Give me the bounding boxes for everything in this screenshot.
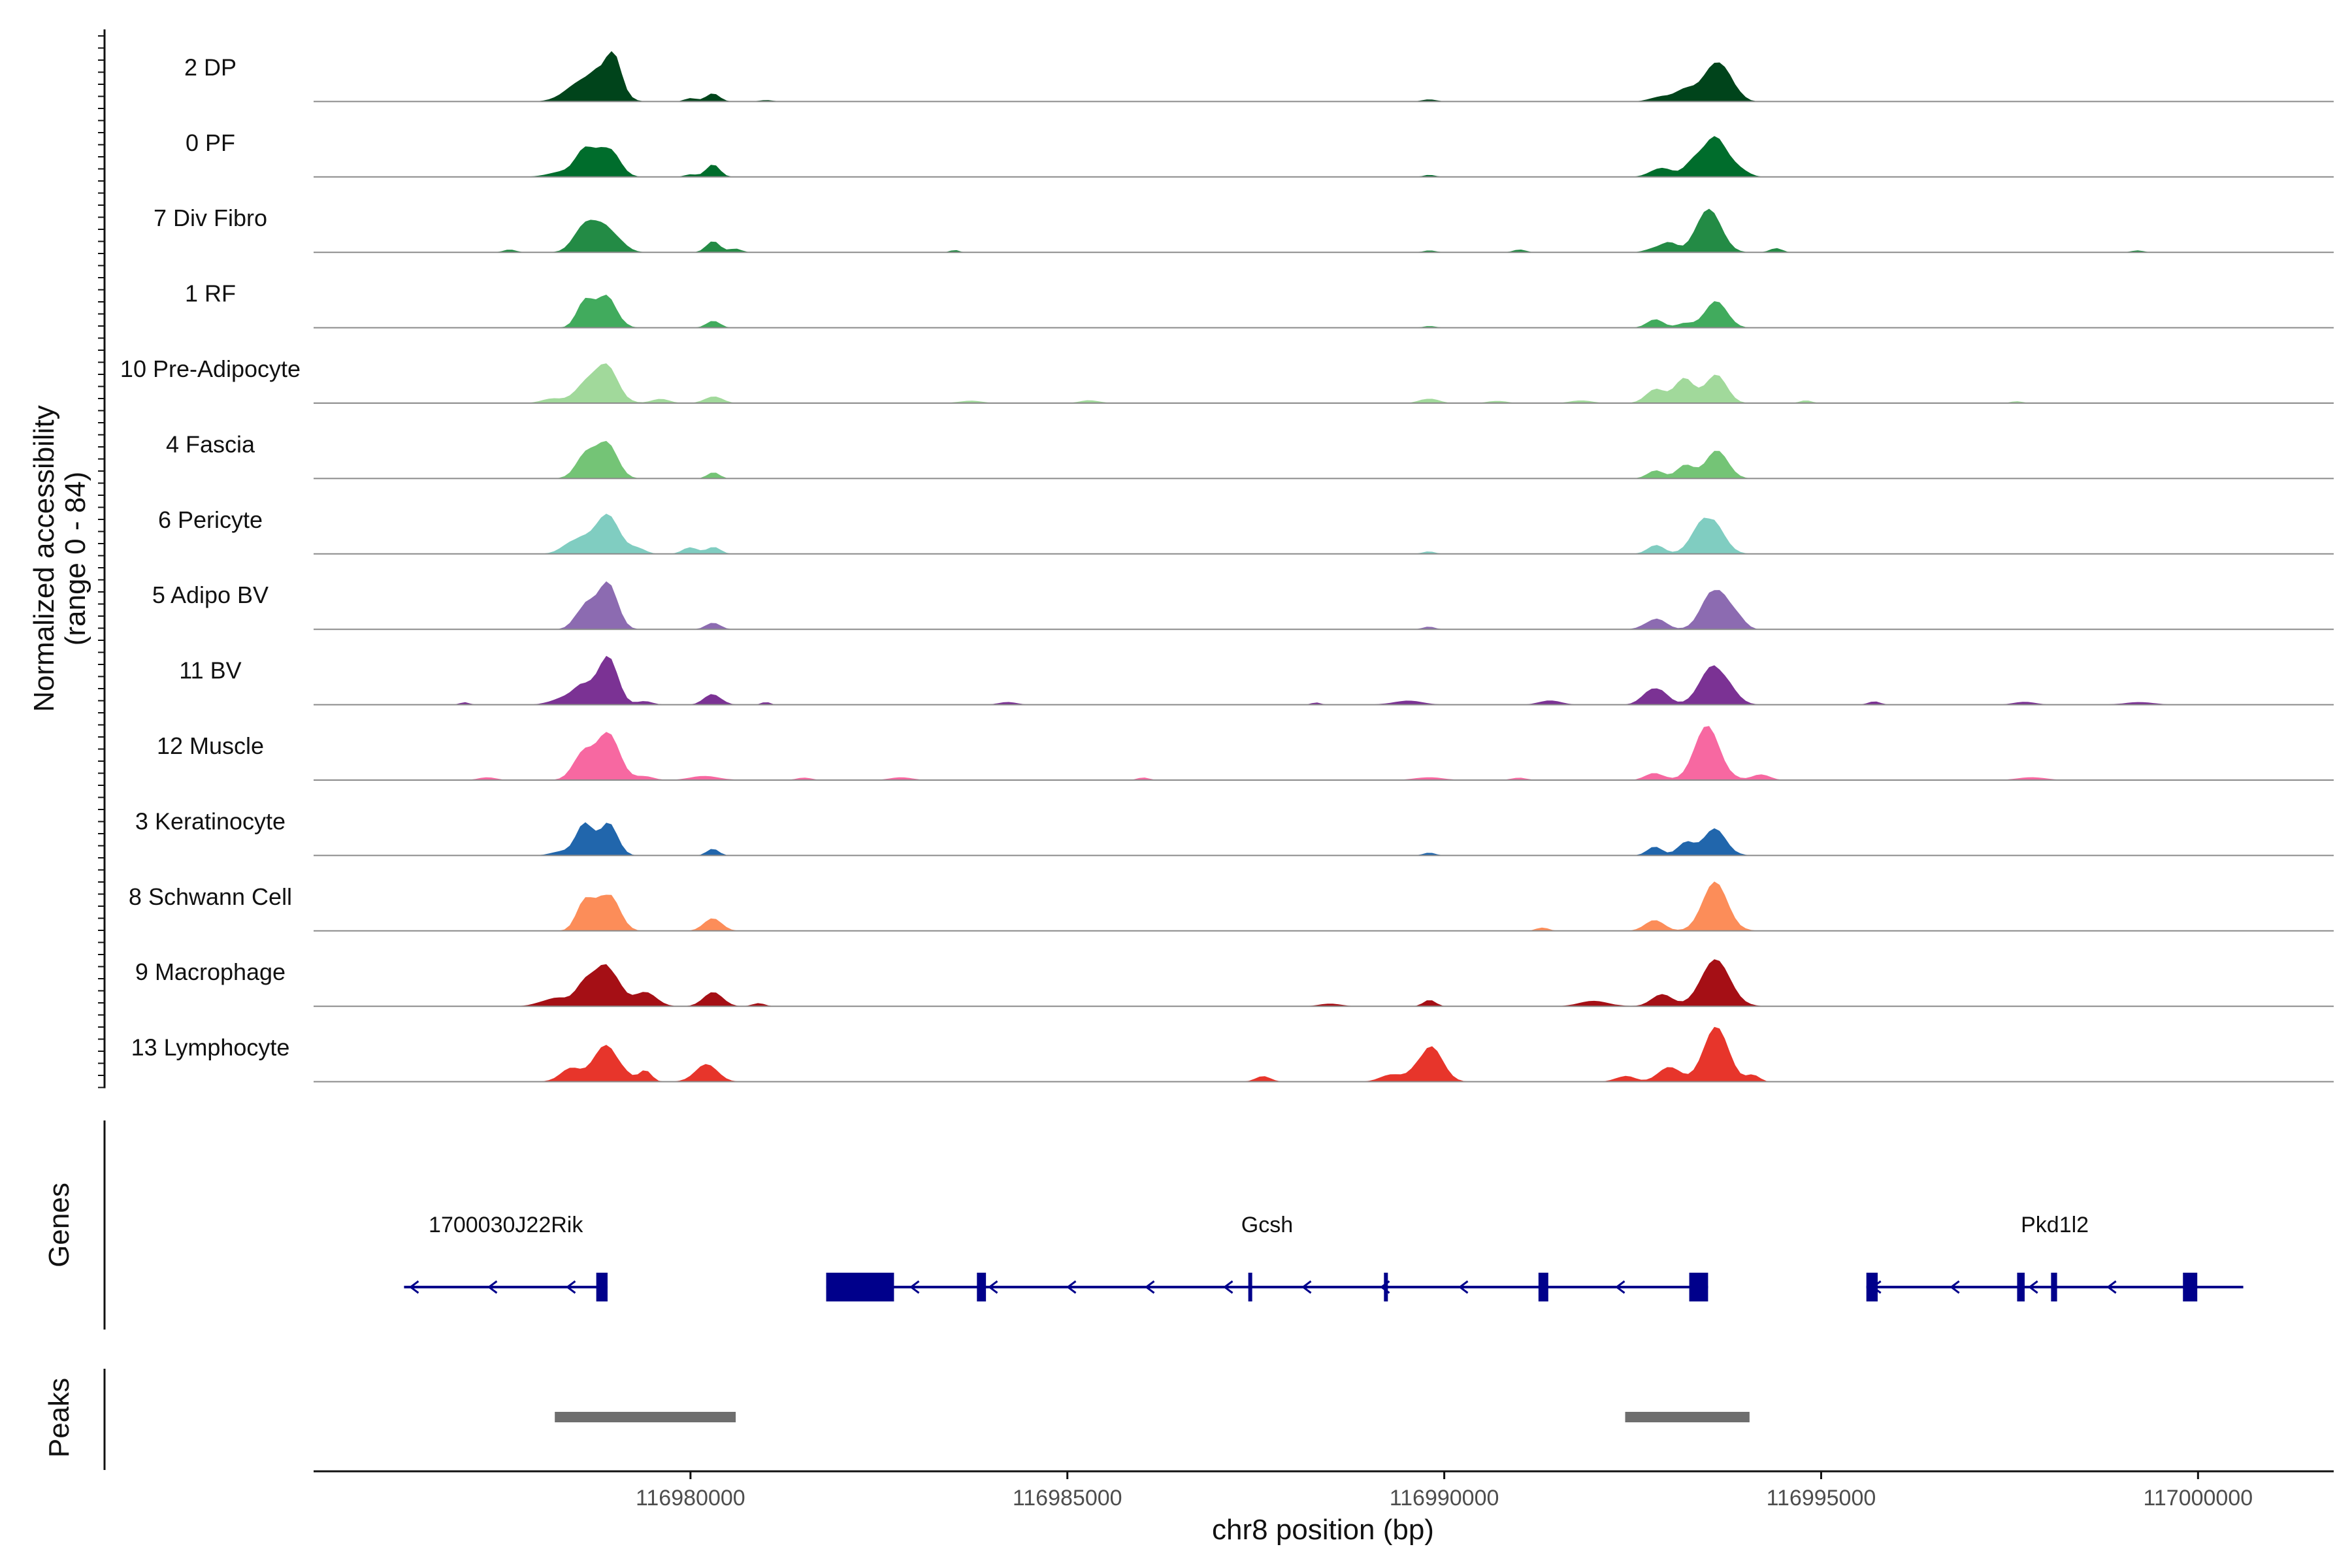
track-0-pf: 0 PF xyxy=(186,129,2334,178)
track-label: 9 Macrophage xyxy=(135,958,286,985)
track-6-pericyte: 6 Pericyte xyxy=(158,506,2334,555)
track-label: 4 Fascia xyxy=(166,431,255,457)
y-axis-title-line1: Normalized accessibility xyxy=(28,405,60,711)
exon xyxy=(977,1273,987,1301)
strand-arrow xyxy=(1301,1280,1312,1294)
strand-arrow xyxy=(487,1280,498,1294)
peaks-track-label: Peaks xyxy=(43,1378,75,1458)
strand-arrow xyxy=(408,1280,419,1294)
track-label: 8 Schwann Cell xyxy=(129,883,292,910)
strand-arrow xyxy=(1223,1280,1233,1294)
exon xyxy=(2017,1273,2025,1301)
track-8-schwann-cell: 8 Schwann Cell xyxy=(129,881,2334,932)
strand-arrow xyxy=(1950,1280,1960,1294)
peak-region xyxy=(555,1412,736,1422)
exon xyxy=(1866,1273,1878,1301)
exon xyxy=(1248,1273,1252,1301)
strand-arrow xyxy=(565,1280,576,1294)
track-label: 11 BV xyxy=(179,657,241,684)
track-label: 0 PF xyxy=(186,129,235,156)
track-label: 13 Lymphocyte xyxy=(131,1034,290,1061)
exon xyxy=(1538,1273,1548,1301)
x-tick-label: 116980000 xyxy=(636,1486,745,1511)
exon xyxy=(2183,1273,2198,1301)
gene-pkd1l2: Pkd1l2 xyxy=(1866,1213,2244,1301)
x-axis-title: chr8 position (bp) xyxy=(1212,1514,1434,1546)
track-3-keratinocyte: 3 Keratinocyte xyxy=(135,808,2334,857)
strand-arrow xyxy=(988,1280,998,1294)
strand-arrow xyxy=(2028,1280,2038,1294)
gene-gcsh: Gcsh xyxy=(826,1213,1708,1301)
x-tick-label: 117000000 xyxy=(2143,1486,2253,1511)
gene-name: Pkd1l2 xyxy=(2021,1213,2089,1237)
x-tick-label: 116995000 xyxy=(1767,1486,1876,1511)
strand-arrow xyxy=(1615,1280,1625,1294)
gene-name: Gcsh xyxy=(1241,1213,1293,1237)
track-2-dp: 2 DP xyxy=(184,51,2334,103)
track-label: 7 Div Fibro xyxy=(154,204,267,231)
track-12-muscle: 12 Muscle xyxy=(157,726,2334,781)
exon xyxy=(596,1273,608,1301)
track-9-macrophage: 9 Macrophage xyxy=(135,958,2334,1007)
track-13-lymphocyte: 13 Lymphocyte xyxy=(131,1026,2334,1083)
track-label: 2 DP xyxy=(184,54,237,80)
track-7-div-fibro: 7 Div Fibro xyxy=(154,204,2334,253)
x-tick-label: 116990000 xyxy=(1390,1486,1499,1511)
track-5-adipo-bv: 5 Adipo BV xyxy=(152,581,2334,630)
track-1-rf: 1 RF xyxy=(185,280,2334,329)
genes-track-label: Genes xyxy=(43,1183,75,1267)
strand-arrow xyxy=(1145,1280,1155,1294)
strand-arrow xyxy=(2106,1280,2117,1294)
coverage-tracks: 2 DP 0 PF 7 Div Fibro 1 RF 10 Pre-Adipocyte 4… xyxy=(120,51,2334,1083)
exon xyxy=(1689,1273,1708,1301)
exon xyxy=(1384,1273,1388,1301)
strand-arrow xyxy=(909,1280,920,1294)
track-10-pre-adipocyte: 10 Pre-Adipocyte xyxy=(120,355,2334,404)
track-11-bv: 11 BV xyxy=(179,655,2334,706)
track-label: 12 Muscle xyxy=(157,732,264,759)
track-label: 5 Adipo BV xyxy=(152,581,269,608)
gene-1700030j22rik: 1700030J22Rik xyxy=(404,1213,608,1301)
gene-name: 1700030J22Rik xyxy=(429,1213,583,1237)
track-label: 10 Pre-Adipocyte xyxy=(120,355,301,382)
gene-annotation-track: 1700030J22Rik Gcsh Pkd1l2 xyxy=(404,1213,2244,1301)
strand-arrow xyxy=(1458,1280,1469,1294)
x-tick-label: 116985000 xyxy=(1013,1486,1122,1511)
track-4-fascia: 4 Fascia xyxy=(166,431,2334,480)
track-label: 3 Keratinocyte xyxy=(135,808,286,834)
exon xyxy=(2051,1273,2057,1301)
track-label: 6 Pericyte xyxy=(158,506,263,533)
axes: 116980000 116985000 116990000 116995000 1170… xyxy=(98,29,2334,1511)
y-axis-title-line2: (range 0 - 84) xyxy=(59,472,91,646)
strand-arrow xyxy=(1066,1280,1077,1294)
peaks-track xyxy=(555,1412,1750,1422)
track-label: 1 RF xyxy=(185,280,236,307)
peak-region xyxy=(1625,1412,1750,1422)
exon xyxy=(826,1273,894,1301)
